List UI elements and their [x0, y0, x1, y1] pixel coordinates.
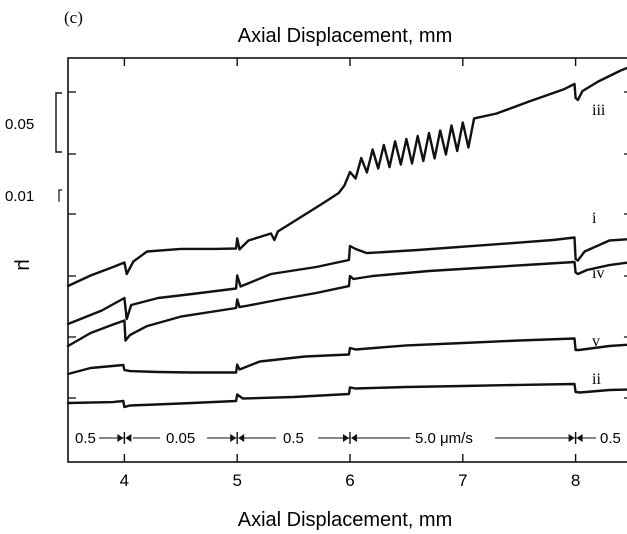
velocity-label-2: 0.05 [166, 430, 195, 447]
x-tick-label-5: 5 [232, 471, 241, 490]
x-tick-label-4: 4 [120, 471, 129, 490]
series-label-v: v [592, 333, 600, 350]
series-line-i [66, 236, 627, 326]
series-label-i: i [592, 210, 597, 227]
velocity-label-1: 0.5 [75, 430, 96, 447]
velocity-label-5: 0.5 [600, 430, 621, 447]
scale-bar-005-label: 0.05 [5, 116, 34, 133]
velocity-arrow-left-1 [125, 434, 132, 442]
x-tick-label-7: 7 [458, 471, 467, 490]
scale-bar-005: 0.05 [5, 92, 62, 153]
velocity-step-annotation: 0.5 0.05 0.5 5.0 μm/s 0.5 [75, 430, 621, 447]
y-axis-label: μ [13, 259, 35, 271]
series-line-ii [66, 382, 627, 409]
top-axis-title: Axial Displacement, mm [238, 25, 453, 47]
series-label-iii: iii [592, 102, 606, 119]
series-lines [66, 66, 627, 409]
scale-bar-001-label: 0.01 [5, 188, 34, 205]
velocity-label-3: 0.5 [283, 430, 304, 447]
y-axis-ticks [68, 91, 627, 399]
bottom-axis-title: Axial Displacement, mm [238, 509, 453, 531]
series-label-ii: ii [592, 371, 601, 388]
panel-label: (c) [64, 8, 83, 27]
x-axis-ticks: 4 5 6 7 8 [120, 58, 580, 490]
series-label-iv: iv [592, 265, 604, 282]
velocity-arrow-right-4 [568, 434, 575, 442]
velocity-label-4: 5.0 μm/s [415, 430, 473, 447]
x-tick-label-8: 8 [571, 471, 580, 490]
series-line-v [66, 337, 627, 376]
series-line-iii [66, 66, 627, 288]
x-tick-label-6: 6 [345, 471, 354, 490]
series-line-iv [66, 260, 627, 348]
scale-bar-001: 0.01 [5, 188, 62, 205]
